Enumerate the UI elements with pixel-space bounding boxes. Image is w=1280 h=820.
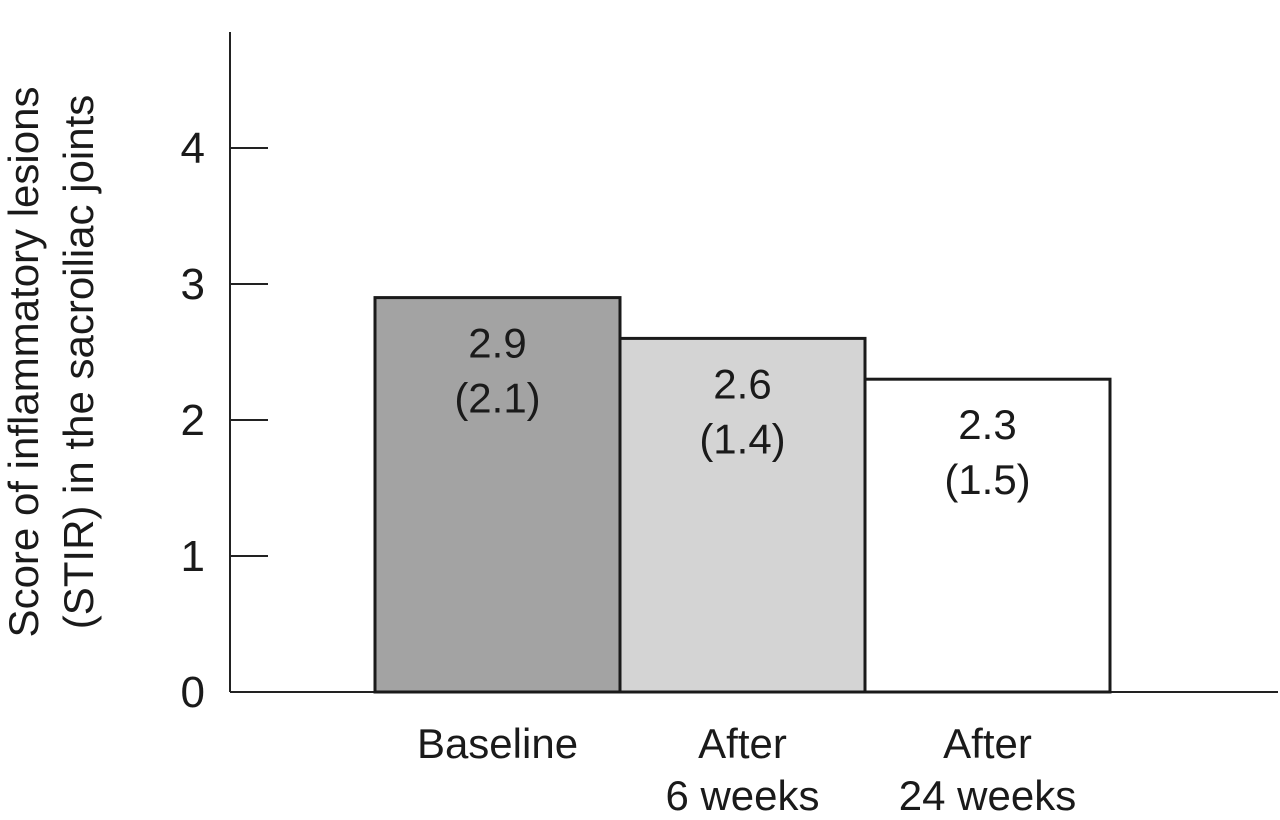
bar <box>863 377 1112 694</box>
bar <box>373 296 622 694</box>
chart-labels: 2.9 (2.1) Baseline 2.6 (1.4) After 6 weeks 2.3 (… <box>417 320 1076 819</box>
x-category-label: 6 weeks <box>665 772 819 819</box>
bar-value-label: (2.1) <box>454 375 540 422</box>
y-tick-label: 0 <box>181 668 205 717</box>
y-tick-label: 4 <box>181 124 205 173</box>
bar <box>618 336 867 694</box>
y-tick-label: 1 <box>181 532 205 581</box>
x-category-label: 24 weeks <box>899 772 1076 819</box>
y-tick-label: 2 <box>181 396 205 445</box>
bar-value-label: 2.6 <box>713 360 771 407</box>
y-tick-label: 3 <box>181 260 205 309</box>
bar-value-label: 2.9 <box>468 320 526 367</box>
x-category-label: Baseline <box>417 720 578 767</box>
y-axis-title-line: (STIR) in the sacroiliac joints <box>55 95 102 630</box>
chart-bars <box>373 296 1112 694</box>
x-category-label: After <box>943 720 1032 767</box>
bar-value-label: 2.3 <box>958 401 1016 448</box>
bar-value-label: (1.4) <box>699 415 785 462</box>
y-axis-title-line: Score of inflammatory lesions <box>0 87 47 638</box>
x-category-label: After <box>698 720 787 767</box>
bar-value-label: (1.5) <box>944 456 1030 503</box>
chart-axes: 0 1 2 3 4 Score of inflammatory lesions (STIR)… <box>0 32 1278 717</box>
